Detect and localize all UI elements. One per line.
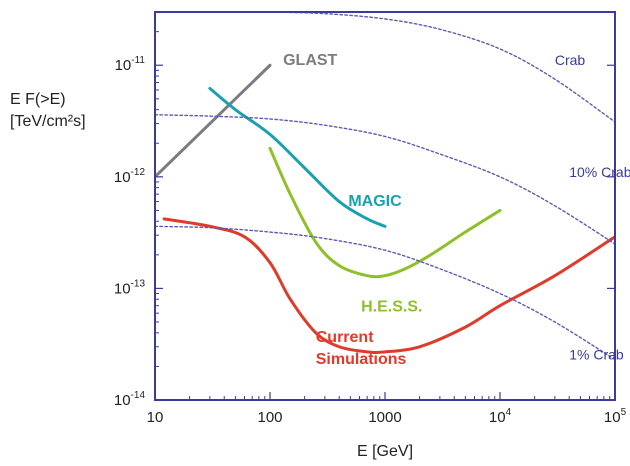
series-line-glast: [155, 63, 272, 179]
series-label-1-crab: 1% Crab: [569, 347, 624, 363]
series-line-h-e-s-s: [268, 146, 502, 279]
series-line-1-crab: [155, 225, 615, 361]
y-tick-label: 10-13: [114, 278, 146, 297]
y-tick-label: 10-14: [114, 390, 146, 409]
x-tick-label: 104: [489, 407, 512, 426]
series-label-current-simulations: Current Simulations: [316, 329, 407, 368]
series-label-glast: GLAST: [283, 52, 337, 69]
x-tick-label: 100: [257, 409, 282, 426]
series-line-magic: [208, 86, 387, 228]
x-tick-label: 1000: [368, 409, 401, 426]
series-line-current-simulations: [162, 217, 615, 355]
series-label-10-crab: 10% Crab: [569, 164, 630, 180]
x-tick-label: 10: [147, 409, 164, 426]
label-layer: GLAST MAGIC H.E.S.S. Current Simulations Crab…: [283, 52, 630, 368]
series-layer: [155, 12, 615, 361]
series-line-crab: [269, 12, 615, 123]
x-tick-label: 105: [604, 407, 627, 426]
y-axis-title-line-1: E F(>E): [10, 91, 66, 108]
y-axis-title-line-2: [TeV/cm²s]: [10, 113, 86, 130]
series-label-h-e-s-s: H.E.S.S.: [361, 299, 422, 316]
x-axis-title: E [GeV]: [357, 443, 413, 460]
y-tick-label: 10-12: [114, 167, 146, 186]
series-label-magic: MAGIC: [348, 193, 402, 210]
series-label-crab: Crab: [555, 52, 586, 68]
series-line-10-crab: [155, 114, 615, 245]
y-tick-label: 10-11: [115, 55, 146, 74]
